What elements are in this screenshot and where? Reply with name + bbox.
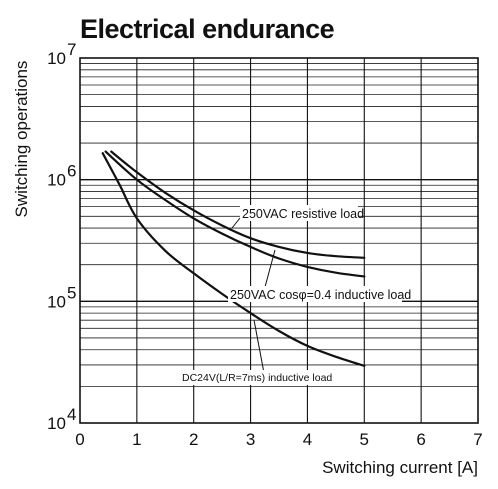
x-tick-label: 4 [303, 430, 312, 449]
curve-label-dc: DC24V(L/R=7ms) inductive load [182, 372, 332, 384]
x-tick-label: 5 [360, 430, 369, 449]
curve-labels: 250VAC resistive load 250VAC cosφ=0.4 in… [180, 205, 411, 385]
series-line-2 [101, 152, 366, 367]
label-bg-dc [180, 370, 328, 385]
x-axis-label: Switching current [A] [322, 458, 478, 477]
label-bg-inductive-ac [228, 286, 402, 302]
series-lines [101, 150, 366, 367]
y-tick-label: 10 [47, 292, 66, 311]
y-tick-label: 10 [47, 49, 66, 68]
y-tick-exponent: 6 [67, 162, 76, 181]
y-tick-label: 10 [47, 414, 66, 433]
leader-resistive [231, 217, 241, 229]
chart-title: Electrical endurance [80, 14, 335, 44]
label-bg-resistive [240, 205, 358, 221]
x-tick-label: 0 [75, 430, 84, 449]
x-tick-label: 3 [246, 430, 255, 449]
series-line-0 [110, 150, 366, 259]
x-tick-labels: 0 1 2 3 4 5 6 7 [75, 430, 482, 449]
x-tick-label: 1 [132, 430, 141, 449]
x-tick-label: 7 [473, 430, 482, 449]
plot-frame [79, 57, 479, 424]
x-tick-label: 2 [189, 430, 198, 449]
y-tick-label: 10 [47, 171, 66, 190]
y-tick-exponent: 7 [67, 40, 76, 59]
y-axis-label: Switching operations [12, 61, 31, 218]
leader-dc [253, 319, 265, 374]
x-tick-label: 6 [416, 430, 425, 449]
minor-gridlines [80, 63, 478, 387]
major-gridlines [80, 58, 478, 423]
y-tick-exponent: 4 [67, 405, 76, 424]
y-tick-exponent: 5 [67, 283, 76, 302]
curve-label-inductive-ac: 250VAC cosφ=0.4 inductive load [230, 288, 411, 302]
leader-inductive-ac [264, 249, 276, 288]
curve-label-resistive: 250VAC resistive load [242, 207, 364, 221]
series-line-1 [104, 150, 366, 278]
